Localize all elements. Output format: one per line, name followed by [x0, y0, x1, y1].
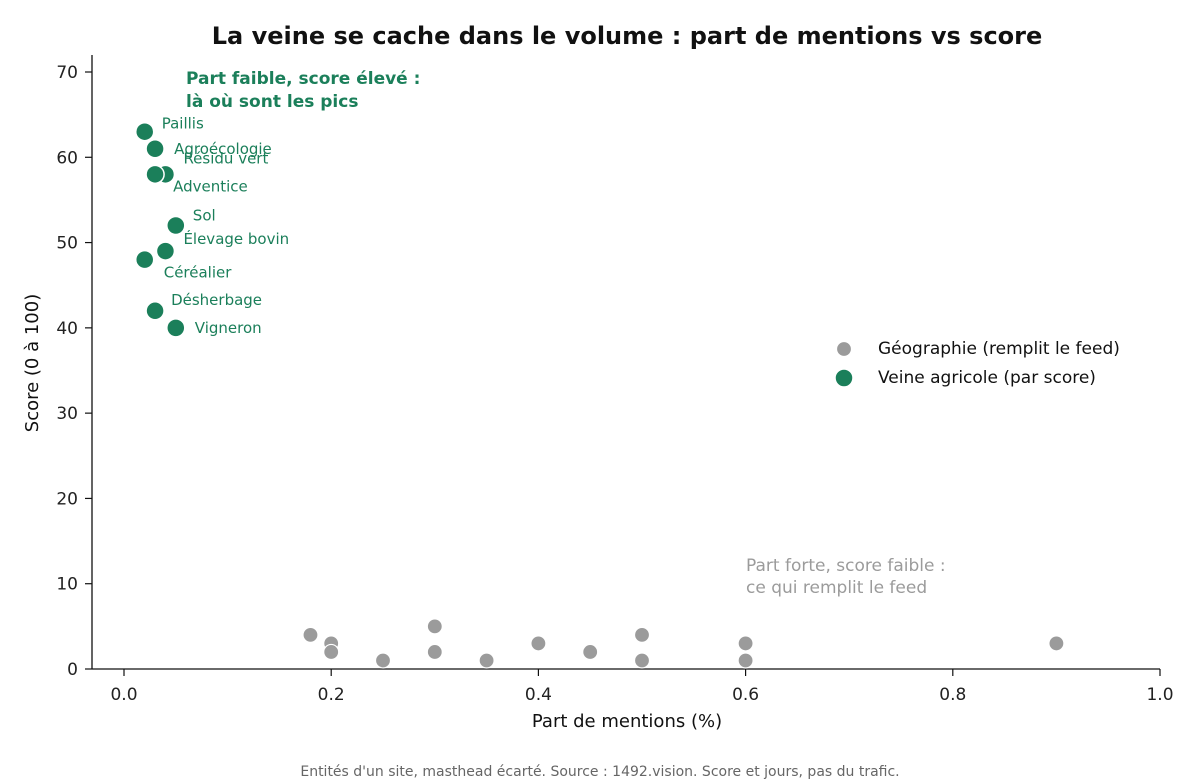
- y-tick-label: 70: [56, 63, 78, 83]
- point-label: Adventice: [173, 177, 248, 195]
- data-point-veine-agricole: [166, 215, 186, 236]
- y-tick-label: 30: [56, 404, 78, 424]
- annotation-high-score: Part faible, score élevé : là où sont le…: [186, 69, 420, 112]
- legend: Géographie (remplit le feed) Veine agric…: [834, 339, 1120, 388]
- annotation-high-score-line-1: Part faible, score élevé :: [186, 69, 420, 89]
- point-label: Paillis: [162, 115, 204, 133]
- data-point-veine-agricole: [145, 301, 165, 321]
- annotation-high-score-line-2: là où sont les pics: [186, 92, 358, 112]
- legend-marker-veine-agricole: [834, 368, 854, 388]
- point-label: Résidu vert: [183, 149, 268, 167]
- data-point-geographie: [302, 626, 319, 643]
- chart-caption: Entités d'un site, masthead écarté. Sour…: [300, 764, 899, 780]
- x-tick-label: 1.0: [1146, 685, 1173, 705]
- y-axis-label: Score (0 à 100): [22, 294, 43, 432]
- point-label: Vigneron: [195, 319, 262, 337]
- x-tick-label: 0.0: [110, 685, 137, 705]
- data-point-geographie: [737, 652, 754, 669]
- y-tick-label: 10: [56, 575, 78, 595]
- legend-label-geographie: Géographie (remplit le feed): [878, 339, 1120, 359]
- series-geographie: [302, 618, 1065, 669]
- data-point-geographie: [426, 643, 443, 661]
- data-point-veine-agricole: [134, 121, 155, 142]
- point-label: Agroécologie: [174, 140, 272, 158]
- annotation-low-score-line-1: Part forte, score faible :: [746, 556, 946, 576]
- x-tick-label: 0.2: [318, 685, 345, 705]
- data-point-veine-agricole: [155, 241, 176, 261]
- point-label: Désherbage: [171, 291, 262, 309]
- point-label: Céréalier: [164, 264, 233, 282]
- annotation-low-score: Part forte, score faible : ce qui rempli…: [746, 556, 946, 598]
- data-point-veine-agricole: [145, 164, 165, 185]
- y-tick-label: 40: [56, 319, 78, 339]
- data-point-geographie: [323, 643, 340, 661]
- x-tick-label: 0.6: [732, 685, 759, 705]
- data-point-geographie: [426, 618, 443, 635]
- y-ticks: 0 10 20 30 40 50 60 70: [56, 63, 92, 680]
- y-tick-label: 50: [56, 234, 78, 254]
- annotation-low-score-line-2: ce qui remplit le feed: [746, 578, 927, 598]
- data-point-veine-agricole: [134, 249, 155, 270]
- x-axis-label: Part de mentions (%): [532, 711, 722, 732]
- data-point-geographie: [478, 652, 495, 669]
- y-tick-label: 0: [67, 660, 78, 680]
- x-tick-label: 0.4: [525, 685, 552, 705]
- data-point-geographie: [374, 652, 392, 669]
- data-point-veine-agricole: [166, 318, 186, 338]
- data-point-geographie: [737, 635, 754, 652]
- y-tick-label: 60: [56, 148, 78, 168]
- data-point-geographie: [633, 626, 651, 643]
- legend-label-veine-agricole: Veine agricole (par score): [878, 368, 1096, 388]
- data-point-geographie: [582, 643, 599, 661]
- x-ticks: 0.0 0.2 0.4 0.6 0.8 1.0: [110, 669, 1174, 705]
- series-veine-agricole: [134, 121, 186, 338]
- y-tick-label: 20: [56, 489, 78, 509]
- point-label: Sol: [193, 207, 216, 225]
- data-point-veine-agricole: [145, 139, 165, 159]
- data-point-geographie: [1048, 635, 1065, 652]
- x-tick-label: 0.8: [939, 685, 966, 705]
- data-point-geographie: [530, 635, 547, 652]
- chart-title: La veine se cache dans le volume : part …: [212, 22, 1043, 50]
- legend-marker-geographie: [835, 340, 853, 358]
- point-label: Élevage bovin: [183, 229, 289, 248]
- data-point-geographie: [633, 652, 651, 669]
